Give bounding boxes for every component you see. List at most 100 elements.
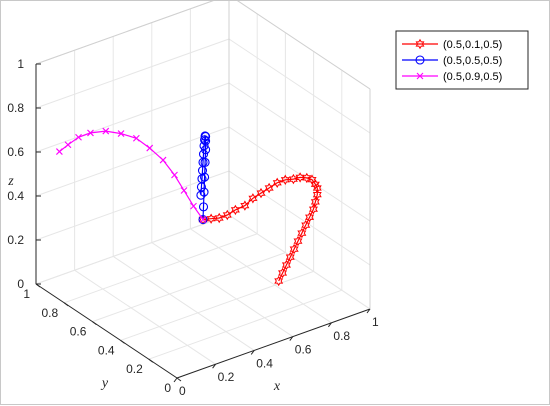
z-tick-label: 0.8 — [7, 101, 24, 115]
back-wall-left — [36, 1, 229, 284]
legend-marker — [415, 38, 425, 50]
x-tick-label: 1 — [372, 315, 379, 329]
data-point — [75, 133, 82, 141]
z-tick-label: 0 — [17, 277, 24, 291]
z-tick-label: 1 — [17, 57, 24, 71]
floor-grid-line — [228, 214, 371, 310]
data-point — [159, 156, 167, 164]
wall-grid-line — [228, 82, 371, 178]
floor-grid-line — [112, 255, 255, 351]
x-tick-mark — [173, 377, 178, 383]
data-point — [146, 144, 154, 152]
data-point — [285, 251, 295, 263]
data-point — [297, 227, 307, 239]
data-point — [304, 211, 315, 223]
box-edge — [35, 1, 214, 65]
data-point — [272, 177, 282, 189]
x-tick-mark — [327, 322, 332, 328]
data-point — [102, 127, 110, 135]
legend-marker — [416, 72, 424, 80]
legend-item: (0.5,0.1,0.5) — [402, 38, 502, 51]
data-point — [87, 129, 94, 137]
legend-item: (0.5,0.5,0.5) — [402, 55, 502, 67]
data-point — [308, 203, 318, 215]
axes-panes — [36, 1, 370, 378]
y-tick-mark — [148, 358, 154, 363]
y-tick-label: 0.8 — [42, 306, 59, 320]
data-point — [132, 134, 140, 142]
data-point — [301, 219, 311, 231]
z-tick-label: 0.2 — [7, 233, 24, 247]
y-tick-label: 1 — [23, 287, 30, 301]
legend-label: (0.5,0.5,0.5) — [443, 55, 502, 67]
series-1 — [198, 172, 322, 287]
y-tick-mark — [92, 321, 97, 326]
data-point — [200, 131, 210, 141]
data-point — [264, 182, 274, 194]
wall-grid-line — [228, 38, 371, 134]
back-wall-right — [229, 1, 370, 309]
y-tick-mark — [63, 302, 69, 307]
y-tick-mark — [120, 339, 125, 344]
wall-grid-line — [35, 38, 230, 109]
legend-item: (0.5,0.9,0.5) — [402, 71, 502, 83]
floor-grid-line — [92, 252, 286, 323]
data-point — [312, 189, 322, 200]
y-axis-line — [35, 283, 178, 379]
x-tick-label: 0.8 — [333, 329, 350, 343]
data-point — [240, 200, 250, 211]
data-point — [222, 209, 232, 221]
data-point — [280, 174, 290, 186]
data-point — [281, 259, 292, 271]
y-tick-label: 0.4 — [98, 343, 115, 357]
floor-grid-line — [74, 269, 216, 365]
x-tick-mark — [366, 308, 371, 314]
floor-grid-line — [35, 214, 230, 285]
wall-grid-line — [35, 170, 230, 241]
x-tick-mark — [212, 363, 217, 369]
data-point — [199, 187, 209, 197]
wall-grid-line — [35, 82, 230, 153]
data-point — [274, 275, 284, 287]
x-tick-mark — [250, 350, 255, 355]
data-point — [190, 202, 197, 210]
x-tick-mark — [289, 336, 294, 341]
data-point — [278, 267, 288, 279]
legend-marker — [415, 55, 425, 65]
x-tick-label: 0.4 — [256, 356, 273, 370]
data-point — [248, 193, 258, 204]
data-point — [206, 213, 216, 224]
y-tick-label: 0 — [164, 381, 171, 395]
data-point — [307, 174, 317, 185]
series-layer — [55, 127, 322, 287]
box-edge — [237, 1, 371, 90]
legend[interactable]: (0.5,0.1,0.5) (0.5,0.5,0.5) (0.5,0.9,0.5) — [395, 30, 529, 90]
data-point — [201, 136, 211, 146]
data-point — [55, 148, 63, 155]
axis-labels: x y z — [7, 174, 281, 394]
floor-grid-line — [151, 242, 294, 338]
legend-label: (0.5,0.1,0.5) — [443, 39, 502, 51]
z-axis-label: z — [7, 174, 14, 189]
data-point — [289, 243, 299, 255]
data-point — [200, 135, 210, 145]
x-axis-line — [176, 308, 371, 379]
data-point — [214, 212, 224, 224]
data-point — [230, 204, 240, 216]
y-tick-label: 0.2 — [126, 362, 143, 376]
floor-grid-line — [190, 228, 332, 324]
data-point — [200, 172, 210, 182]
wall-grid-line — [228, 170, 371, 266]
legend-label: (0.5,0.9,0.5) — [443, 71, 502, 83]
data-point — [310, 179, 320, 190]
tick-labels: 00.20.40.60.8100.20.40.60.8100.20.40.60.… — [7, 57, 379, 398]
series-2 — [196, 131, 211, 225]
data-point — [117, 130, 125, 137]
x-tick-label: 0 — [179, 384, 186, 398]
x-tick-label: 0.2 — [218, 370, 235, 384]
floor-grid-line — [148, 289, 342, 360]
y-tick-label: 0.6 — [70, 325, 87, 339]
data-point — [64, 141, 72, 149]
